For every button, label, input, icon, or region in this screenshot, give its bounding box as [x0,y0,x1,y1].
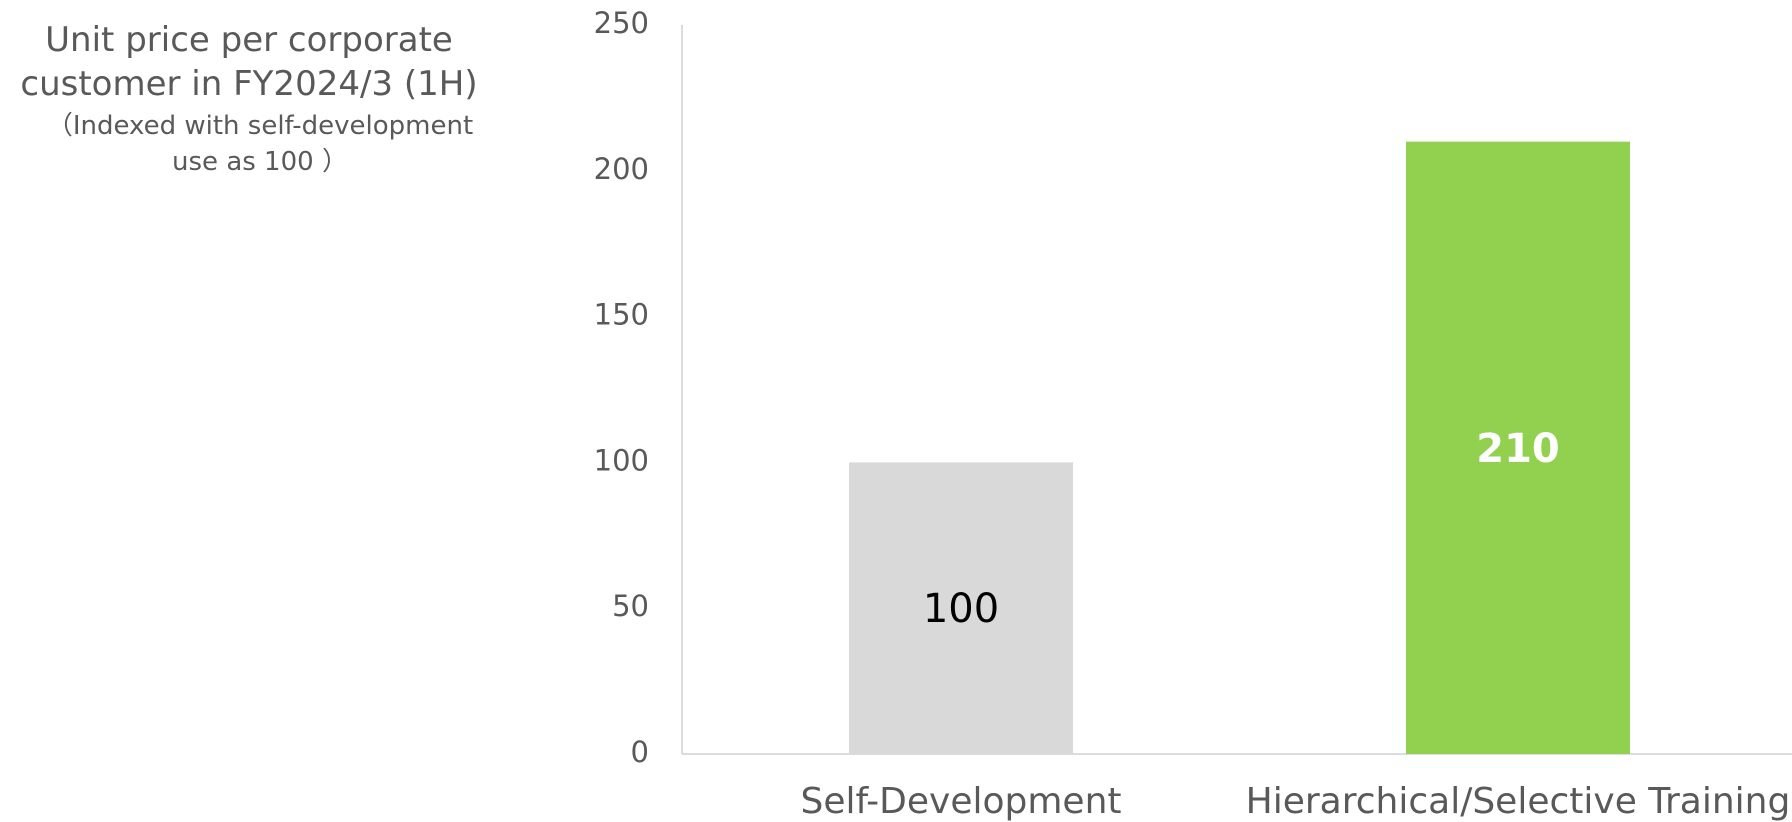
x-tick-label: Self-Development [800,781,1121,822]
chart-subtitle: （Indexed with self-development use as 10… [46,111,474,177]
bar [849,462,1073,754]
data-label: 210 [1476,426,1560,472]
y-tick-label: 150 [594,298,649,332]
y-tick-label: 50 [612,589,649,623]
data-label: 100 [923,586,999,632]
y-tick-label: 200 [594,152,649,186]
y-tick-label: 100 [594,443,649,477]
y-tick-label: 0 [631,735,649,769]
chart-title: Unit price per corporate customer in FY2… [20,20,478,104]
bar [1406,141,1630,754]
y-tick-label: 250 [594,6,649,40]
x-tick-label: Hierarchical/Selective Training [1246,781,1791,822]
